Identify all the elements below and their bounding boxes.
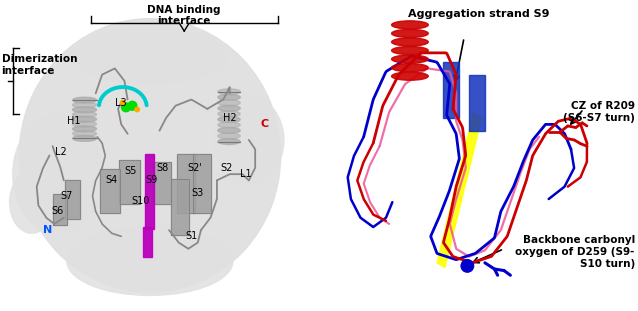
Text: S7: S7 <box>61 191 73 201</box>
Text: S2: S2 <box>220 163 233 173</box>
Polygon shape <box>171 179 189 235</box>
Polygon shape <box>177 154 195 213</box>
Text: S1: S1 <box>185 231 198 241</box>
Ellipse shape <box>218 128 240 133</box>
Polygon shape <box>145 154 154 229</box>
Ellipse shape <box>214 96 284 183</box>
Polygon shape <box>153 162 171 204</box>
Polygon shape <box>100 169 120 213</box>
Text: S8: S8 <box>156 163 169 173</box>
Ellipse shape <box>218 89 240 95</box>
Point <box>127 103 138 108</box>
Ellipse shape <box>392 46 428 54</box>
Ellipse shape <box>218 122 240 128</box>
Ellipse shape <box>218 116 240 122</box>
Text: S5: S5 <box>124 166 137 176</box>
Text: N: N <box>43 225 52 235</box>
Text: L2: L2 <box>55 147 66 157</box>
Point <box>117 100 128 105</box>
Ellipse shape <box>218 100 240 106</box>
Ellipse shape <box>392 64 428 72</box>
Text: H2: H2 <box>223 113 237 123</box>
Ellipse shape <box>73 102 96 108</box>
Ellipse shape <box>218 139 240 144</box>
Text: H1: H1 <box>66 116 80 126</box>
Text: S2': S2' <box>187 163 202 173</box>
Polygon shape <box>469 75 485 131</box>
Polygon shape <box>437 112 482 267</box>
Ellipse shape <box>73 136 96 141</box>
Text: CZ of R209
(S6-S7 turn): CZ of R209 (S6-S7 turn) <box>563 101 635 123</box>
Ellipse shape <box>73 97 96 103</box>
Text: L1: L1 <box>240 169 251 179</box>
Polygon shape <box>53 194 67 225</box>
Ellipse shape <box>19 19 281 292</box>
Text: DNA binding
interface: DNA binding interface <box>147 5 221 26</box>
Ellipse shape <box>392 30 428 38</box>
Ellipse shape <box>73 126 96 132</box>
Ellipse shape <box>392 38 428 46</box>
Polygon shape <box>193 154 211 213</box>
Text: Dimerization
interface: Dimerization interface <box>1 54 77 76</box>
Text: C: C <box>261 119 269 129</box>
Point <box>462 263 472 268</box>
Ellipse shape <box>10 171 54 233</box>
Ellipse shape <box>392 55 428 63</box>
Polygon shape <box>443 62 459 118</box>
Text: S9: S9 <box>145 175 158 185</box>
Ellipse shape <box>67 227 233 295</box>
Text: S10: S10 <box>131 196 149 206</box>
Ellipse shape <box>73 121 96 127</box>
Ellipse shape <box>13 115 102 233</box>
Text: Aggregation strand S9: Aggregation strand S9 <box>408 9 549 19</box>
Text: S6: S6 <box>51 207 64 216</box>
Ellipse shape <box>73 131 96 137</box>
Ellipse shape <box>218 105 240 111</box>
Ellipse shape <box>392 21 428 29</box>
Ellipse shape <box>392 72 428 80</box>
Ellipse shape <box>73 112 96 118</box>
Ellipse shape <box>218 133 240 139</box>
Polygon shape <box>66 180 80 219</box>
Ellipse shape <box>73 107 96 113</box>
Text: S4: S4 <box>105 175 118 185</box>
Point <box>132 107 142 112</box>
Polygon shape <box>119 160 140 204</box>
Ellipse shape <box>218 111 240 117</box>
Text: L3: L3 <box>115 98 127 108</box>
Text: Backbone carbonyl
oxygen of D259 (S9-
S10 turn): Backbone carbonyl oxygen of D259 (S9- S1… <box>516 235 635 268</box>
Ellipse shape <box>218 94 240 100</box>
Point <box>121 105 131 110</box>
Polygon shape <box>143 227 152 257</box>
Ellipse shape <box>73 116 96 122</box>
Ellipse shape <box>73 28 226 84</box>
Text: S3: S3 <box>191 188 204 198</box>
